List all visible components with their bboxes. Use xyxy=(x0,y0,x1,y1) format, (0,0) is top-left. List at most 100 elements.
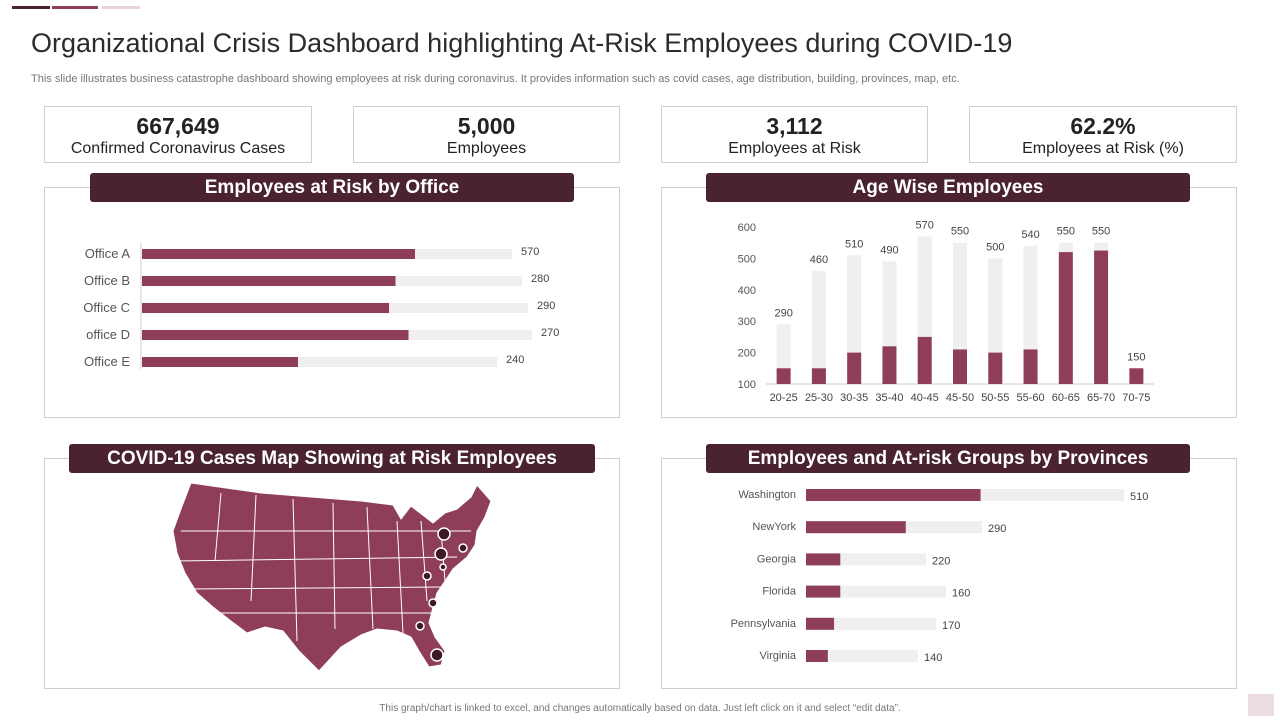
provinces-panel: Washington 510 NewYork 290 Georgia 220 Florida… xyxy=(661,458,1237,689)
age-category-label: 60-65 xyxy=(1052,392,1080,404)
risk-marker xyxy=(415,621,425,631)
risk-markers xyxy=(415,527,468,662)
kpi-label: Employees at Risk (%) xyxy=(1022,140,1184,157)
decor-bar-3 xyxy=(102,6,140,9)
office-panel-title: Employees at Risk by Office xyxy=(90,173,574,202)
map-panel xyxy=(44,458,620,689)
province-risk-bar xyxy=(806,553,841,566)
age-risk-bar xyxy=(1129,368,1144,384)
office-category-label: Office B xyxy=(84,273,130,288)
kpi-value: 62.2% xyxy=(1070,113,1136,139)
age-risk-bar xyxy=(917,336,932,384)
province-category-label: NewYork xyxy=(752,521,796,533)
age-value-label: 150 xyxy=(1127,351,1145,363)
office-risk-bar xyxy=(142,330,409,340)
age-chart: 600 500 400 300 200 100 20-25 25-30 30-35 35-40 40… xyxy=(738,219,1154,404)
province-category-label: Georgia xyxy=(757,553,797,565)
age-risk-bar xyxy=(988,352,1003,384)
age-risk-bar xyxy=(1058,252,1073,384)
age-ytick-label: 600 xyxy=(738,222,756,234)
risk-marker xyxy=(458,543,468,553)
age-category-label: 55-60 xyxy=(1016,392,1044,404)
office-risk-bar xyxy=(142,357,298,367)
age-risk-bar xyxy=(811,368,826,384)
age-total-bar xyxy=(953,242,967,384)
age-ytick-label: 200 xyxy=(738,348,756,360)
kpi-label: Employees xyxy=(446,140,527,157)
province-risk-bar xyxy=(806,489,981,501)
age-ytick-label: 100 xyxy=(738,379,756,391)
province-value-label: 140 xyxy=(924,652,942,664)
age-category-label: 30-35 xyxy=(840,392,868,404)
kpi-label: Employees at Risk xyxy=(728,140,861,157)
age-risk-bar xyxy=(1094,250,1109,384)
province-value-label: 170 xyxy=(942,620,960,632)
age-value-label: 460 xyxy=(810,254,828,266)
provinces-panel-title: Employees and At-risk Groups by Province… xyxy=(706,444,1190,473)
office-risk-bar xyxy=(142,303,389,313)
office-value-label: 240 xyxy=(506,354,524,366)
kpi-at-risk-percent: 62.2% Employees at Risk (%) xyxy=(969,106,1237,163)
age-category-label: 25-30 xyxy=(805,392,833,404)
age-category-label: 40-45 xyxy=(911,392,939,404)
risk-marker xyxy=(439,563,447,571)
us-map-shape xyxy=(172,482,492,672)
office-track-bar xyxy=(142,357,497,367)
age-value-label: 510 xyxy=(845,238,863,250)
age-category-label: 35-40 xyxy=(875,392,903,404)
office-category-label: Office A xyxy=(85,246,131,261)
office-risk-bar xyxy=(142,276,396,286)
us-map xyxy=(172,482,492,672)
office-panel: Office A 570 Office B 280 Office C 290 office … xyxy=(44,187,620,418)
office-value-label: 290 xyxy=(537,300,555,312)
age-value-label: 490 xyxy=(880,245,898,257)
age-risk-bar xyxy=(953,349,967,384)
office-value-label: 270 xyxy=(541,327,559,339)
age-category-label: 65-70 xyxy=(1087,392,1115,404)
footer-note: This graph/chart is linked to excel, and… xyxy=(379,703,901,714)
kpi-employees-at-risk: 3,112 Employees at Risk xyxy=(661,106,928,163)
age-total-bar xyxy=(811,270,826,384)
kpi-confirmed-cases: 667,649 Confirmed Coronavirus Cases xyxy=(44,106,312,163)
age-risk-bar xyxy=(847,352,862,384)
province-category-label: Florida xyxy=(762,586,797,598)
state-borders xyxy=(176,492,471,642)
age-category-label: 20-25 xyxy=(770,392,798,404)
office-category-label: office D xyxy=(86,327,130,342)
age-risk-bar xyxy=(1023,349,1038,384)
age-value-label: 550 xyxy=(1057,226,1075,238)
age-risk-bar xyxy=(776,368,791,384)
page-subtitle: This slide illustrates business catastro… xyxy=(31,73,960,85)
province-risk-bar xyxy=(806,585,841,598)
age-value-label: 550 xyxy=(1092,226,1110,238)
province-track-bar xyxy=(806,585,946,598)
province-risk-bar xyxy=(806,650,828,662)
provinces-chart: Washington 510 NewYork 290 Georgia 220 Florida… xyxy=(731,489,1148,664)
risk-marker xyxy=(430,648,444,662)
risk-marker xyxy=(434,547,448,561)
age-ytick-label: 400 xyxy=(738,285,756,297)
page-title: Organizational Crisis Dashboard highligh… xyxy=(31,28,1013,58)
kpi-value: 667,649 xyxy=(136,113,220,139)
corner-decor xyxy=(1248,694,1274,716)
office-value-label: 280 xyxy=(531,273,549,285)
map-panel-title: COVID-19 Cases Map Showing at Risk Emplo… xyxy=(69,444,595,473)
age-value-label: 540 xyxy=(1021,229,1039,241)
age-total-bar xyxy=(847,255,862,384)
age-value-label: 570 xyxy=(916,219,934,231)
kpi-value: 5,000 xyxy=(457,113,516,139)
province-category-label: Virginia xyxy=(760,650,797,662)
kpi-label: Confirmed Coronavirus Cases xyxy=(70,140,286,157)
province-risk-bar xyxy=(806,521,906,534)
province-value-label: 160 xyxy=(952,588,970,600)
age-value-label: 500 xyxy=(986,241,1004,253)
province-category-label: Washington xyxy=(738,489,796,501)
risk-marker xyxy=(437,527,451,541)
risk-marker xyxy=(428,598,438,608)
decor-bar-2 xyxy=(52,6,98,9)
age-category-label: 50-55 xyxy=(981,392,1009,404)
province-category-label: Pennsylvania xyxy=(731,618,797,630)
age-ytick-label: 500 xyxy=(738,253,756,265)
province-value-label: 510 xyxy=(1130,491,1148,503)
age-panel-title: Age Wise Employees xyxy=(706,173,1190,202)
